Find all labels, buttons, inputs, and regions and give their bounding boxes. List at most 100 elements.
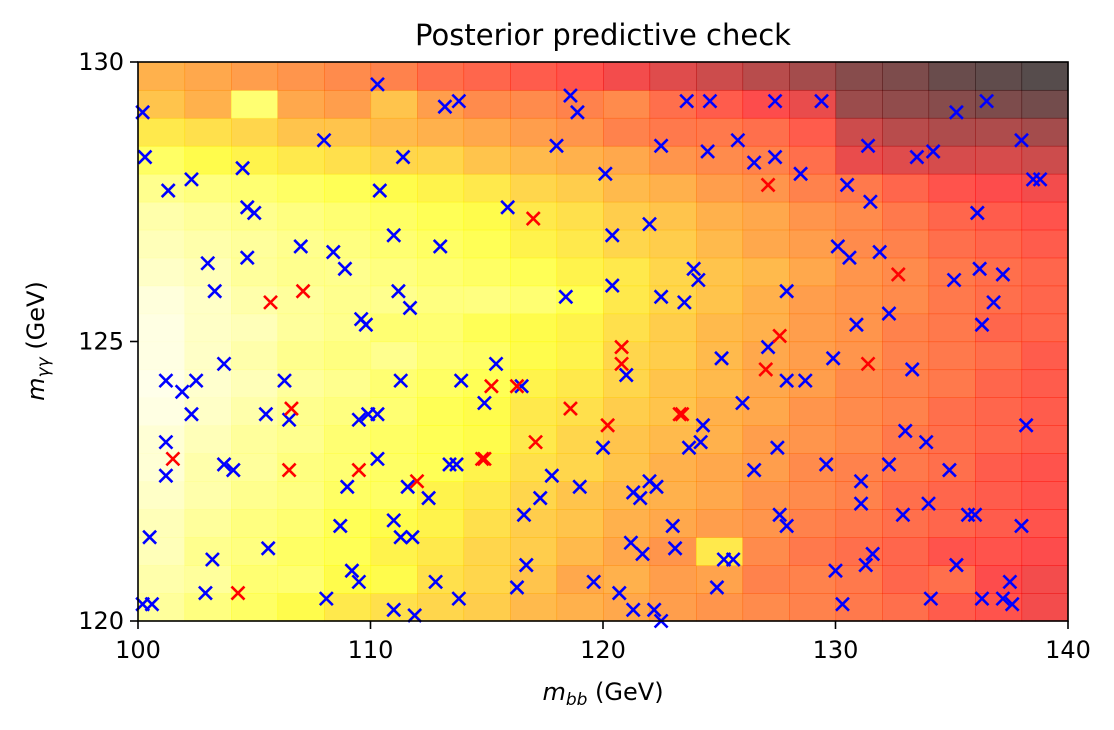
data-point (946, 272, 962, 288)
x-tick-label: 130 (813, 636, 859, 664)
data-point (514, 378, 530, 394)
heatmap-cell (324, 173, 372, 203)
heatmap-cell (510, 117, 558, 147)
data-point (979, 93, 995, 109)
y-axis-label-sub: γγ (34, 356, 54, 377)
data-point (395, 149, 411, 165)
heatmap-cell (556, 397, 604, 426)
data-point (142, 529, 158, 545)
heatmap-cell (789, 425, 837, 454)
data-point (204, 552, 220, 567)
heatmap-cell (231, 593, 279, 622)
heatmap-cell (742, 201, 790, 231)
data-point (563, 401, 578, 416)
heatmap-cell (184, 593, 232, 622)
data-point (818, 457, 834, 472)
heatmap-cell (603, 509, 651, 538)
data-point (200, 255, 216, 271)
heatmap-cell (975, 285, 1023, 315)
data-point (453, 373, 469, 389)
heatmap-cell (277, 425, 325, 454)
data-point (623, 535, 639, 551)
heatmap-cell (417, 229, 465, 259)
heatmap-cell (603, 593, 651, 622)
scatter-points (135, 76, 1048, 629)
data-point (358, 317, 374, 333)
heatmap-cell (696, 257, 744, 287)
data-point (432, 239, 448, 254)
heatmap-cell (928, 481, 976, 510)
heatmap-cell (231, 257, 279, 287)
heatmap-cell (742, 285, 790, 315)
y-tick-label: 125 (78, 328, 124, 356)
heatmap-cell (928, 341, 976, 371)
heatmap-cell (370, 257, 418, 287)
heatmap-cell (324, 285, 372, 315)
heatmap-cell (556, 425, 604, 454)
data-point (814, 93, 829, 109)
data-point (477, 451, 492, 467)
data-point (665, 518, 681, 534)
data-point (967, 507, 983, 523)
data-point (393, 373, 409, 389)
data-point (881, 457, 897, 472)
data-point (676, 294, 692, 310)
heatmap-cell (975, 565, 1023, 594)
heatmap-cell (882, 565, 930, 594)
data-point (160, 183, 176, 198)
heatmap-cell (510, 481, 558, 510)
heatmap-cell (277, 397, 325, 426)
data-point (767, 93, 783, 109)
data-point (518, 557, 534, 573)
heatmap-cell (324, 369, 372, 398)
heatmap-cell (184, 397, 232, 426)
data-point (544, 468, 560, 484)
heatmap-cell (603, 62, 651, 91)
heatmap-cell (370, 313, 418, 343)
heatmap-cell (696, 369, 744, 398)
heatmap-cell (1021, 173, 1069, 203)
heatmap-cell (463, 481, 511, 510)
data-point (797, 373, 813, 389)
heatmap-cell (184, 509, 232, 538)
heatmap-cell (324, 341, 372, 371)
data-point (370, 76, 385, 92)
heatmap-cell (742, 89, 790, 119)
data-point (449, 457, 464, 472)
heatmap-cell (975, 229, 1023, 259)
x-axis: 100 110 120 130 140 (115, 621, 1091, 664)
heatmap-cell (184, 285, 232, 315)
heatmap-cell (649, 201, 697, 231)
heatmap-cell (928, 397, 976, 426)
heatmap-cell (417, 425, 465, 454)
data-point (1014, 132, 1029, 148)
data-point (1032, 171, 1048, 187)
heatmap-cell (975, 425, 1023, 454)
data-point (825, 350, 841, 366)
data-point (525, 211, 541, 226)
data-point (700, 144, 716, 159)
data-point (839, 177, 855, 193)
heatmap-cell (603, 565, 651, 594)
data-point (216, 356, 232, 372)
data-point (137, 149, 153, 165)
heatmap-cell (556, 341, 604, 371)
heatmap-cell (882, 117, 930, 147)
heatmap-cell (835, 509, 883, 538)
data-point (428, 574, 444, 590)
x-axis-label-sub: bb (566, 690, 588, 710)
heatmap-cell (928, 201, 976, 231)
heatmap-cell (975, 397, 1023, 426)
data-point (230, 585, 246, 601)
data-point (386, 227, 402, 243)
data-point (400, 479, 416, 495)
heatmap-cell (138, 481, 186, 510)
data-point (158, 434, 174, 450)
heatmap-cell (556, 257, 604, 287)
heatmap-cell (277, 369, 325, 398)
heatmap-cell (1021, 453, 1069, 482)
heatmap-cell (928, 173, 976, 203)
data-point (235, 160, 251, 176)
data-point (158, 373, 174, 389)
data-point (618, 367, 634, 383)
